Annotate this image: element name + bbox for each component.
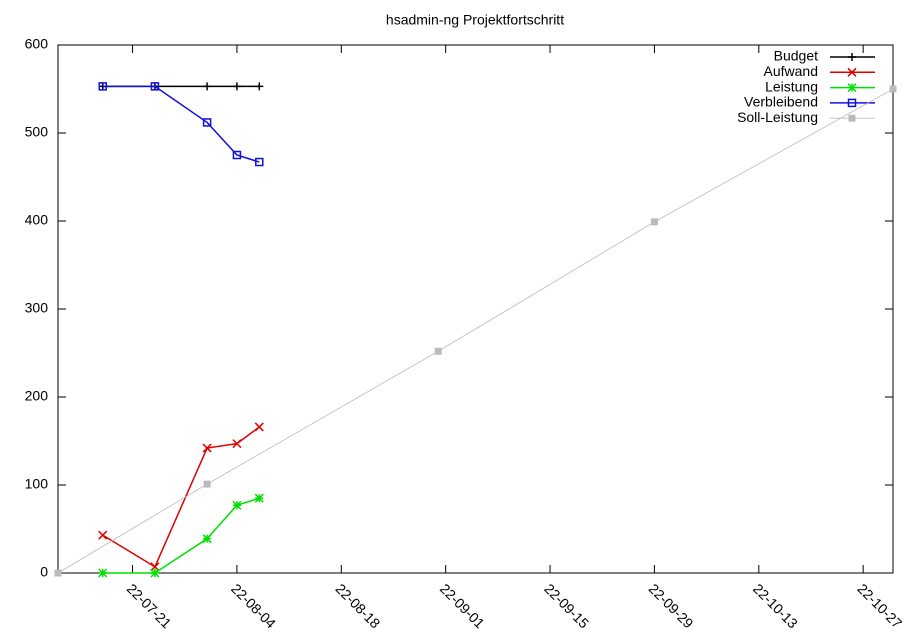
marker <box>232 150 242 160</box>
marker <box>848 53 856 61</box>
marker-stroke <box>847 83 857 93</box>
chart-title: hsadmin-ng Projektfortschritt <box>386 12 564 28</box>
marker <box>847 67 857 77</box>
marker-stroke <box>254 493 264 503</box>
marker <box>889 85 897 93</box>
legend-label: Soll-Leistung <box>737 109 818 125</box>
marker-stroke <box>150 568 160 578</box>
marker-box <box>889 85 897 93</box>
marker <box>848 114 856 122</box>
marker <box>434 347 442 355</box>
marker-stroke <box>254 422 264 432</box>
series-line <box>102 85 260 163</box>
marker-stroke <box>847 67 857 77</box>
marker <box>232 500 242 510</box>
marker-box <box>150 82 160 91</box>
marker-box <box>847 98 857 108</box>
marker <box>98 530 108 540</box>
marker-stroke <box>232 439 242 449</box>
marker-box <box>650 218 658 226</box>
marker <box>202 118 212 127</box>
marker-box <box>255 157 264 167</box>
marker-box <box>202 118 212 127</box>
marker <box>232 82 241 91</box>
marker <box>255 82 264 91</box>
marker-stroke <box>232 500 242 510</box>
marker <box>254 493 264 503</box>
legend-label: Budget <box>774 48 818 64</box>
marker-box <box>203 480 211 488</box>
y-tick-label: 0 <box>40 564 48 580</box>
marker-stroke <box>98 568 108 578</box>
marker-box <box>848 114 856 122</box>
y-tick-label: 600 <box>25 36 49 52</box>
marker <box>150 568 160 578</box>
marker <box>98 568 108 578</box>
y-tick-label: 100 <box>25 476 49 492</box>
marker <box>255 157 264 167</box>
y-tick-label: 500 <box>25 124 49 140</box>
marker <box>202 534 212 544</box>
marker <box>54 569 62 577</box>
marker-stroke <box>98 530 108 540</box>
marker <box>650 218 658 226</box>
marker <box>202 443 212 453</box>
marker <box>847 83 857 93</box>
marker-stroke <box>202 443 212 453</box>
y-tick-label: 300 <box>25 300 49 316</box>
marker-box <box>98 82 107 91</box>
marker <box>203 82 212 91</box>
legend-label: Aufwand <box>764 63 818 79</box>
marker <box>847 98 857 108</box>
marker-box <box>232 150 242 160</box>
marker <box>203 480 211 488</box>
legend-label: Verbleibend <box>744 94 818 110</box>
marker-box <box>54 569 62 577</box>
marker <box>98 82 107 91</box>
marker <box>254 422 264 432</box>
marker-stroke <box>202 534 212 544</box>
legend-label: Leistung <box>765 78 818 94</box>
y-tick-label: 200 <box>25 388 49 404</box>
marker-box <box>434 347 442 355</box>
marker <box>232 439 242 449</box>
y-tick-label: 400 <box>25 212 49 228</box>
marker <box>150 82 160 91</box>
